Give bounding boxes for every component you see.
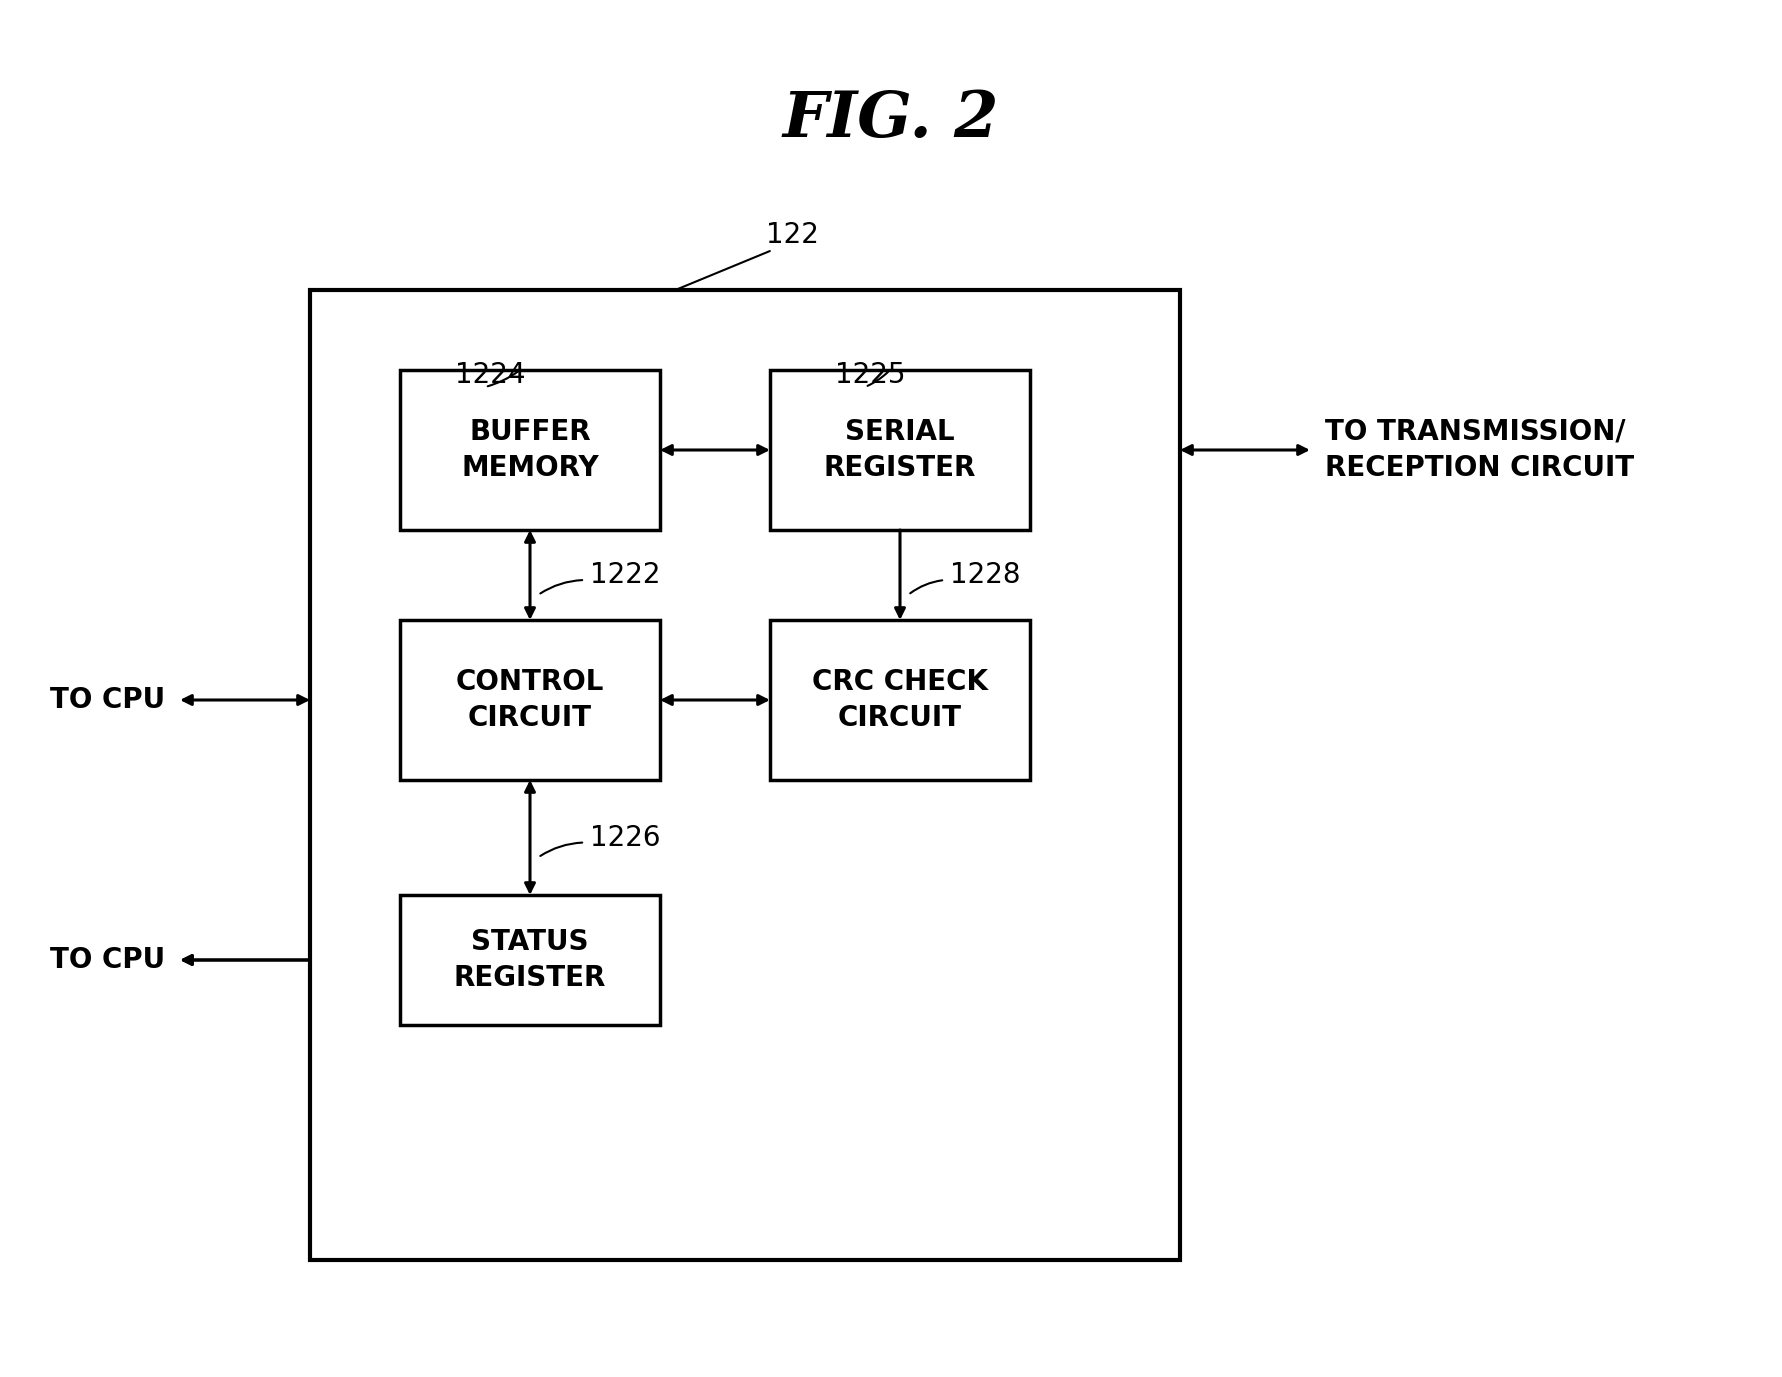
- Text: 1224: 1224: [454, 361, 526, 388]
- Text: CONTROL
CIRCUIT: CONTROL CIRCUIT: [456, 668, 604, 733]
- Text: STATUS
REGISTER: STATUS REGISTER: [454, 928, 606, 993]
- Bar: [770, 370, 1030, 530]
- Text: 1228: 1228: [950, 560, 1021, 589]
- Text: 122: 122: [766, 220, 820, 249]
- Text: TO TRANSMISSION/
RECEPTION CIRCUIT: TO TRANSMISSION/ RECEPTION CIRCUIT: [1326, 417, 1634, 482]
- Bar: [399, 895, 659, 1024]
- Text: TO CPU: TO CPU: [50, 686, 166, 715]
- Bar: [399, 370, 659, 530]
- Bar: [310, 291, 1180, 1260]
- Text: SERIAL
REGISTER: SERIAL REGISTER: [823, 417, 977, 482]
- Text: 1226: 1226: [590, 823, 661, 851]
- Text: 1222: 1222: [590, 560, 661, 589]
- Text: BUFFER
MEMORY: BUFFER MEMORY: [462, 417, 599, 482]
- Text: TO CPU: TO CPU: [50, 946, 166, 974]
- Bar: [399, 620, 659, 779]
- Text: CRC CHECK
CIRCUIT: CRC CHECK CIRCUIT: [813, 668, 987, 733]
- Bar: [770, 620, 1030, 779]
- Text: FIG. 2: FIG. 2: [782, 90, 1000, 150]
- Text: 1225: 1225: [834, 361, 905, 388]
